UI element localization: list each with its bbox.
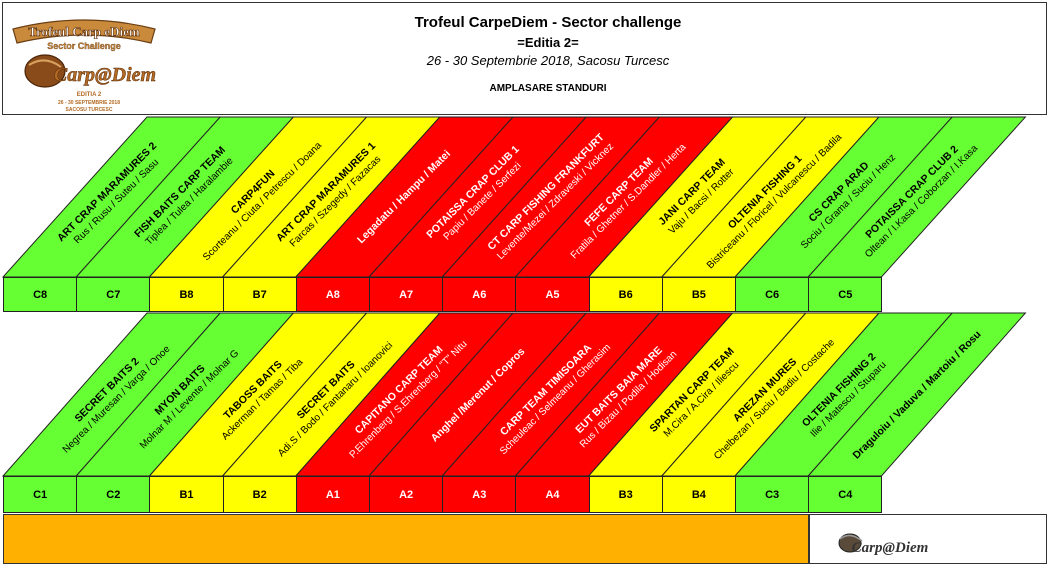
stand-a4: A4 [515, 476, 590, 513]
footer-logo: Carp@Diem [838, 533, 929, 556]
stand-c2: C2 [76, 476, 151, 513]
stand-b1: B1 [149, 476, 224, 513]
stand-c6: C6 [735, 277, 810, 312]
logo-ribbon-sub: Sector Challenge [47, 41, 121, 51]
logo-script-text: Carp@Diem [54, 64, 156, 86]
edition-label: =Editia 2= [517, 35, 579, 50]
stand-b7: B7 [222, 277, 297, 312]
orange-footer-bar [3, 514, 809, 564]
footer-logo-text: Carp@Diem [852, 540, 929, 556]
logo-edition-text: EDITIA 2 [77, 92, 102, 98]
header-box: Trofeul Carp eDiem Sector Challenge Carp… [2, 2, 1047, 115]
stand-a7: A7 [369, 277, 444, 312]
stand-a6: A6 [442, 277, 517, 312]
date-place: 26 - 30 Septembrie 2018, Sacosu Turcesc [426, 53, 670, 68]
stand-a1: A1 [295, 476, 370, 513]
section-subtitle: AMPLASARE STANDURI [489, 83, 607, 94]
stand-c1: C1 [3, 476, 78, 513]
logo-place-text: SACOSU TURCESC [66, 107, 113, 113]
stand-a5: A5 [515, 277, 590, 312]
stand-b3: B3 [588, 476, 663, 513]
stand-b5: B5 [661, 277, 736, 312]
stand-c8: C8 [3, 277, 78, 312]
stand-b4: B4 [661, 476, 736, 513]
stand-c5: C5 [808, 277, 883, 312]
stand-c4: C4 [808, 476, 883, 513]
stand-a2: A2 [369, 476, 444, 513]
logo-date-text: 26 - 30 SEPTEMBRIE 2018 [58, 100, 120, 106]
stand-b8: B8 [149, 277, 224, 312]
stand-a3: A3 [442, 476, 517, 513]
stand-b2: B2 [222, 476, 297, 513]
stand-b6: B6 [588, 277, 663, 312]
footer-logo-box: Carp@Diem [809, 514, 1047, 564]
page-title: Trofeul CarpeDiem - Sector challenge [414, 14, 682, 31]
logo-ribbon-text: Trofeul Carp eDiem [28, 24, 140, 39]
stand-c3: C3 [735, 476, 810, 513]
stand-c7: C7 [76, 277, 151, 312]
stand-a8: A8 [295, 277, 370, 312]
carpediem-logo: Trofeul Carp eDiem Sector Challenge Carp… [12, 19, 156, 113]
